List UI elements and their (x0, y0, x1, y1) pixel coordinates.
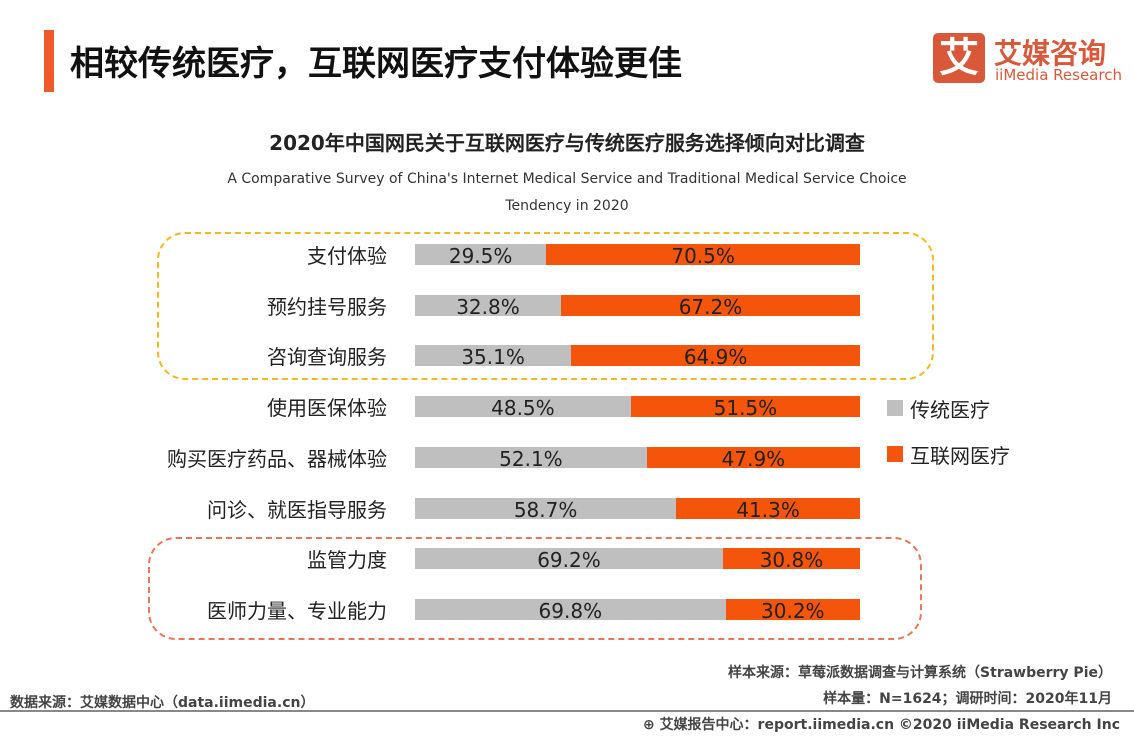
bar-traditional: 69.8% (415, 598, 726, 623)
legend-label-internet: 互联网医疗 (910, 444, 1010, 468)
category-label: 预约挂号服务 (267, 294, 387, 319)
bar-traditional: 48.5% (415, 396, 631, 421)
data-label: 29.5% (448, 244, 513, 268)
data-label: 30.2% (761, 598, 825, 623)
bar-traditional: 69.2% (415, 548, 723, 573)
bar-internet: 70.5% (546, 244, 860, 268)
logo-mark: 艾 (933, 33, 985, 83)
highlight-box-1 (157, 232, 934, 380)
sample-size: 样本量：N=1624；调研时间：2020年11月 (823, 691, 1112, 707)
legend-swatch-internet (887, 446, 903, 462)
bar-traditional: 58.7% (415, 497, 677, 522)
report-center-text: 艾媒报告中心：report.iimedia.cn ©2020 iiMedia R… (659, 717, 1120, 733)
category-label: 监管力度 (307, 548, 387, 573)
data-label: 64.9% (683, 345, 748, 370)
bar-internet: 30.2% (725, 598, 860, 623)
bar-internet: 30.8% (722, 548, 860, 573)
category-label: 使用医保体验 (267, 396, 387, 421)
highlight-box-2 (148, 537, 922, 640)
bar-internet: 64.9% (571, 345, 860, 370)
bar-traditional: 35.1% (415, 345, 572, 370)
chart-title: 2020年中国网民关于互联网医疗与传统医疗服务选择倾向对比调查 (269, 131, 865, 155)
bar-internet: 41.3% (676, 497, 860, 522)
bar-internet: 67.2% (560, 294, 860, 319)
bar-internet: 47.9% (646, 446, 860, 471)
data-label: 69.2% (537, 548, 601, 573)
data-label: 52.1% (499, 446, 563, 471)
globe-icon: ⊕ (642, 717, 660, 733)
category-label: 咨询查询服务 (267, 345, 387, 370)
title-accent-bar (44, 30, 54, 92)
category-label: 问诊、就医指导服务 (207, 497, 387, 522)
legend-swatch-traditional (887, 400, 903, 416)
category-label: 购买医疗药品、器械体验 (167, 446, 387, 471)
bar-internet: 51.5% (630, 396, 860, 421)
data-label: 47.9% (721, 446, 786, 471)
data-label: 69.8% (538, 598, 603, 623)
bar-traditional: 52.1% (415, 446, 647, 471)
data-label: 67.2% (678, 294, 743, 319)
data-source: 数据来源：艾媒数据中心（data.iimedia.cn） (10, 695, 315, 711)
report-center: ⊕ 艾媒报告中心：report.iimedia.cn ©2020 iiMedia… (643, 714, 1120, 734)
bar-traditional: 29.5% (415, 244, 547, 268)
data-label: 30.8% (759, 548, 824, 573)
page-title: 相较传统医疗，互联网医疗支付体验更佳 (70, 44, 682, 84)
footer-divider (0, 710, 1134, 712)
bar-traditional: 32.8% (415, 294, 561, 319)
data-label: 70.5% (671, 244, 735, 268)
data-label: 32.8% (456, 294, 520, 319)
category-label: 医师力量、专业能力 (207, 598, 387, 623)
chart-subtitle: A Comparative Survey of China's Internet… (227, 171, 907, 214)
data-label: 48.5% (491, 396, 555, 421)
sample-source: 样本来源：草莓派数据调查与计算系统（Strawberry Pie） (728, 665, 1112, 681)
logo-en: iiMedia Research (995, 66, 1122, 84)
data-label: 35.1% (461, 345, 525, 370)
logo-cn: 艾媒咨询 (994, 37, 1107, 70)
data-label: 58.7% (513, 497, 578, 522)
category-label: 支付体验 (307, 244, 387, 268)
legend-label-traditional: 传统医疗 (910, 398, 990, 422)
data-label: 51.5% (713, 396, 778, 421)
data-label: 41.3% (736, 497, 800, 522)
